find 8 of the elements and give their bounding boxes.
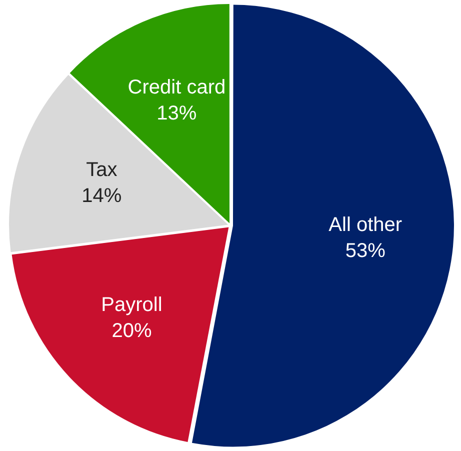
slice-label: Tax (86, 159, 118, 182)
data-label: 53% (345, 240, 386, 262)
data-label: 20% (112, 320, 152, 342)
slice-label: Credit card (128, 76, 226, 99)
slice-label: All other (328, 214, 402, 236)
slice-label: Payroll (101, 294, 162, 316)
data-label: 14% (82, 185, 122, 208)
data-label: 13% (156, 102, 197, 125)
